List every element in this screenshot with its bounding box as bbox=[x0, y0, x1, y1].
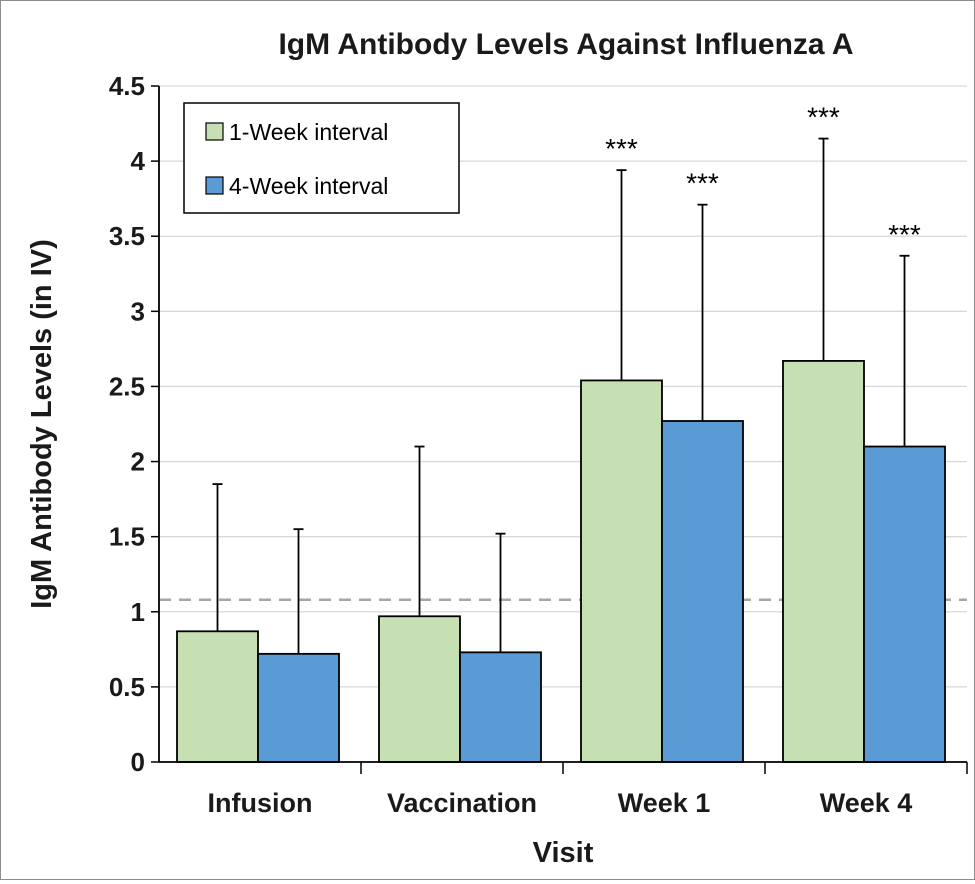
bar-4-week bbox=[661, 420, 744, 763]
legend-swatch-4-week bbox=[205, 176, 224, 195]
significance-label: *** bbox=[686, 168, 719, 199]
x-axis-title: Visit bbox=[533, 837, 594, 869]
chart-title: IgM Antibody Levels Against Influenza A bbox=[278, 28, 853, 61]
y-tick-label: 1 bbox=[131, 597, 145, 627]
y-tick-label: 2 bbox=[131, 447, 145, 477]
y-tick-label: 2.5 bbox=[109, 371, 145, 401]
bar-1-week bbox=[176, 630, 259, 763]
bar-1-week bbox=[782, 360, 865, 763]
x-category-label: Week 1 bbox=[618, 788, 711, 818]
significance-label: *** bbox=[605, 133, 638, 164]
y-tick-labels: 0 0.5 1 1.5 2 2.5 3 3.5 4 4.5 bbox=[109, 71, 146, 777]
y-tick-label: 0 bbox=[131, 747, 145, 777]
y-tick-label: 0.5 bbox=[109, 672, 145, 702]
significance-labels: *** *** *** *** bbox=[605, 102, 921, 250]
bar-4-week bbox=[257, 652, 340, 763]
error-bars bbox=[212, 137, 910, 654]
y-tick-label: 1.5 bbox=[109, 522, 145, 552]
bar-1-week bbox=[580, 379, 663, 763]
significance-label: *** bbox=[807, 102, 840, 133]
legend-swatch-1-week bbox=[205, 122, 224, 141]
x-category-label: Vaccination bbox=[387, 788, 537, 818]
x-category-label: Week 4 bbox=[820, 788, 913, 818]
legend-box bbox=[183, 102, 460, 214]
x-category-label: Infusion bbox=[208, 788, 313, 818]
legend-label-1-week: 1-Week interval bbox=[229, 119, 388, 145]
y-tick-label: 4 bbox=[131, 146, 146, 176]
bar-4-week bbox=[863, 445, 946, 763]
y-axis-title: IgM Antibody Levels (in IV) bbox=[26, 239, 58, 609]
legend-label-4-week: 4-Week interval bbox=[229, 173, 388, 199]
significance-label: *** bbox=[888, 219, 921, 250]
bar-4-week bbox=[459, 651, 542, 763]
bars bbox=[176, 360, 946, 763]
gridlines bbox=[159, 85, 967, 688]
legend: 1-Week interval 4-Week interval bbox=[183, 102, 460, 214]
y-tick-label: 3.5 bbox=[109, 221, 145, 251]
y-tick-label: 3 bbox=[131, 296, 145, 326]
axes bbox=[151, 85, 968, 774]
x-category-labels: Infusion Vaccination Week 1 Week 4 bbox=[208, 788, 913, 818]
bar-1-week bbox=[378, 615, 461, 763]
y-tick-label: 4.5 bbox=[109, 71, 145, 101]
